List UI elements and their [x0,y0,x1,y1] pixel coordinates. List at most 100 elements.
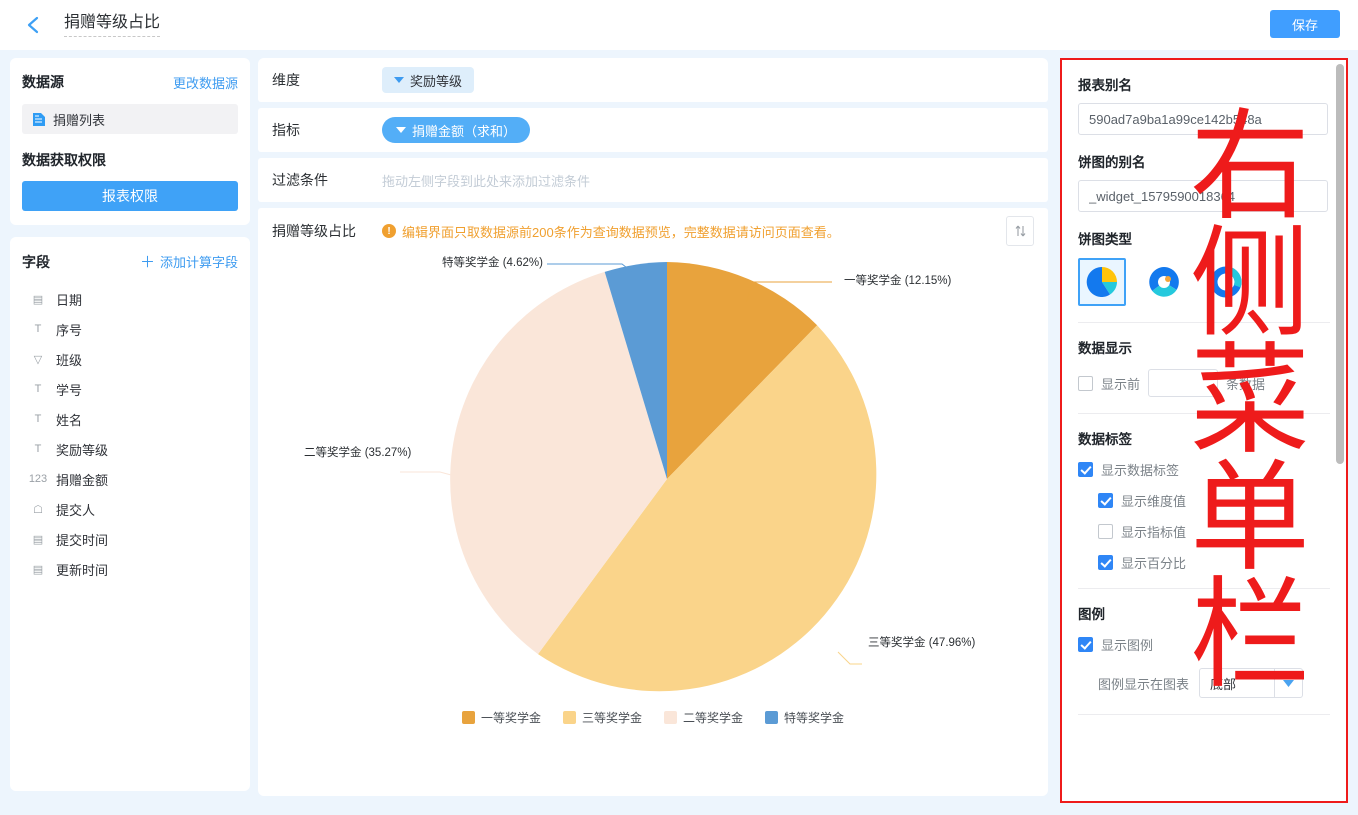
field-row[interactable]: ▤ 更新时间 [22,554,238,584]
ring-chart-icon[interactable] [1202,258,1250,306]
permission-title: 数据获取权限 [22,152,106,168]
legend-item[interactable]: 特等奖学金 [765,709,844,726]
legend-label: 一等奖学金 [480,711,541,725]
legend-label: 二等奖学金 [683,711,744,725]
legend-item[interactable]: 三等奖学金 [562,709,642,726]
text-icon: T [34,413,42,425]
field-row[interactable]: T 序号 [22,314,238,344]
pie-label-0: 一等奖学金 (12.15%) [844,275,952,287]
field-label: 序号 [56,322,83,338]
caret-down-icon [394,77,404,83]
field-row[interactable]: 123 捐赠金额 [22,464,238,494]
exclamation-icon: ! [382,224,396,238]
legend-item[interactable]: 二等奖学金 [664,709,743,726]
field-row[interactable]: T 姓名 [22,404,238,434]
text-icon: T [34,383,42,395]
change-datasource-link[interactable]: 更改数据源 [172,75,238,91]
show-dimension-value-checkbox[interactable] [1098,493,1113,508]
calendar-icon: ▤ [32,293,44,306]
show-data-label-text: 显示数据标签 [1101,463,1180,478]
number-icon: 123 [28,473,48,485]
metric-tag[interactable]: 捐赠金额（求和） [382,117,531,143]
datasource-item-label: 捐赠列表 [53,112,106,128]
legend-label: 三等奖学金 [581,711,642,725]
show-dimension-value-row: 显示维度值 [1098,491,1330,510]
field-row[interactable]: ▤ 提交时间 [22,524,238,554]
legend-position-select[interactable]: 底部 [1199,668,1304,698]
show-top-n-suffix: 条数据 [1226,376,1266,392]
pie-alias-input[interactable] [1078,180,1328,212]
show-percentage-text: 显示百分比 [1121,556,1187,571]
field-label: 日期 [56,292,83,308]
dimension-tag[interactable]: 奖励等级 [382,67,475,93]
chart-legend: 一等奖学金 三等奖学金 二等奖学金 特等奖学金 [272,709,1034,726]
save-button[interactable]: 保存 [1270,10,1340,38]
add-calc-field-button[interactable]: ＋ 添加计算字段 [140,251,238,272]
field-label: 姓名 [56,412,83,428]
pie-label-3: 特等奖学金 (4.62%) [442,257,543,269]
field-row[interactable]: ▽ 班级 [22,344,238,374]
field-row[interactable]: T 奖励等级 [22,434,238,464]
report-alias-input[interactable] [1078,103,1328,135]
page-title: 捐赠等级占比 [64,13,161,37]
pie-label-2: 二等奖学金 (35.27%) [304,447,412,459]
fields-card: 字段 ＋ 添加计算字段 ▤ 日期 T 序号 ▽ 班级 T 学号 T 姓名 T 奖励等级 123 捐赠金额 ☖… [10,237,250,791]
pie-label-1: 三等奖学金 (47.96%) [868,637,976,649]
donut-chart-icon[interactable] [1140,258,1188,306]
metric-label: 指标 [272,122,300,138]
datasource-header: 数据源 更改数据源 [22,72,238,92]
pie-chart: 一等奖学金 (12.15%) 三等奖学金 (47.96%) 二等奖学金 (35.… [272,254,1034,744]
pie-alias-title: 饼图的别名 [1078,155,1146,170]
field-row[interactable]: T 学号 [22,374,238,404]
field-row[interactable]: ▤ 日期 [22,284,238,314]
right-panel-scrollbar[interactable] [1336,64,1344,464]
calendar-icon: ▤ [32,533,44,546]
caret-down-icon [396,127,406,133]
dimension-row: 维度 奖励等级 [258,58,1048,102]
field-row[interactable]: ☖ 提交人 [22,494,238,524]
dimension-label: 维度 [272,72,300,88]
show-metric-value-checkbox[interactable] [1098,524,1113,539]
datasource-item[interactable]: 捐赠列表 [22,104,238,134]
metric-value: 捐赠金额（求和） [412,123,517,139]
data-display-row: 显示前 条数据 [1078,369,1330,397]
left-sidebar: 数据源 更改数据源 捐赠列表 数据获取权限 报表权限 字段 ＋ 添加计算字段 ▤… [10,58,250,791]
person-icon: ☖ [33,503,43,516]
field-label: 班级 [56,352,83,368]
fields-header: 字段 ＋ 添加计算字段 [22,251,238,272]
legend-label: 特等奖学金 [784,711,845,725]
top-n-input[interactable] [1148,369,1219,397]
datasource-title: 数据源 [22,74,64,90]
legend-position-row: 图例显示在图表 底部 [1098,668,1330,698]
sort-updown-icon[interactable] [1006,216,1034,246]
show-percentage-checkbox[interactable] [1098,555,1113,570]
select-icon: ▽ [33,353,43,366]
chart-card: 捐赠等级占比 ! 编辑界面只取数据源前200条作为查询数据预览，完整数据请访问页… [258,208,1048,796]
chevron-down-icon [1274,669,1302,697]
field-label: 更新时间 [56,562,109,578]
legend-item[interactable]: 一等奖学金 [461,709,541,726]
report-alias-title: 报表别名 [1078,78,1132,93]
field-label: 捐赠金额 [56,472,109,488]
filter-row[interactable]: 过滤条件 拖动左侧字段到此处来添加过滤条件 [258,158,1048,202]
field-label: 提交人 [56,502,96,518]
show-legend-checkbox[interactable] [1078,637,1093,652]
legend-position-label: 图例显示在图表 [1098,676,1190,692]
filter-label: 过滤条件 [272,172,328,188]
report-permission-button[interactable]: 报表权限 [22,181,238,211]
file-icon [32,112,46,127]
pie-type-title: 饼图类型 [1078,232,1132,247]
dimension-value: 奖励等级 [410,73,463,89]
pie-slice-0[interactable] [667,262,818,479]
pie-slice-1[interactable] [538,325,877,692]
pie-slice-2[interactable] [450,271,667,655]
back-chevron-icon[interactable] [24,16,42,34]
pie-slice-3[interactable] [604,262,667,479]
show-top-n-checkbox[interactable] [1078,375,1093,391]
text-icon: T [34,443,42,455]
pie-chart-icon[interactable] [1078,258,1126,306]
show-data-label-checkbox[interactable] [1078,462,1093,477]
legend-position-value: 底部 [1210,676,1237,692]
data-display-title: 数据显示 [1078,341,1132,356]
show-legend-row: 显示图例 [1078,635,1330,654]
